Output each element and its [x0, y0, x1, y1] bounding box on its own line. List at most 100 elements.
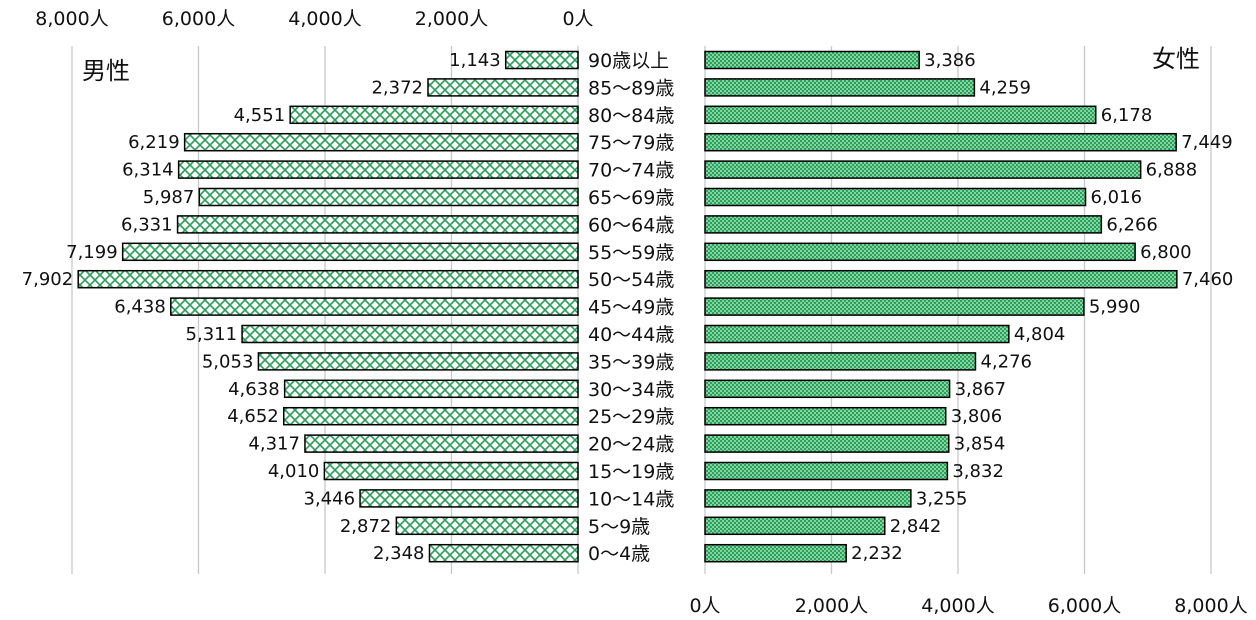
- age-group-label: 50～54歳: [588, 269, 674, 291]
- female-value-label: 6,266: [1106, 214, 1158, 235]
- female-bar: [704, 489, 912, 508]
- age-group-label: 70～74歳: [588, 160, 674, 182]
- male-value-label: 2,872: [340, 516, 392, 537]
- female-bar: [704, 297, 1085, 316]
- male-bar: [176, 215, 579, 234]
- age-group-label: 35～39歳: [588, 351, 674, 373]
- male-value-label: 6,331: [121, 214, 173, 235]
- female-bar: [704, 461, 949, 481]
- male-bar: [177, 160, 579, 179]
- male-bar: [198, 187, 579, 207]
- female-series-label: 女性: [1152, 45, 1200, 73]
- male-value-label: 2,372: [371, 77, 423, 98]
- female-bar: [704, 215, 1103, 234]
- female-bar: [704, 132, 1177, 152]
- female-bar: [704, 516, 886, 536]
- right-axis-tick-label: 8,000人: [1174, 595, 1247, 617]
- left-axis-tick-label: 4,000人: [288, 8, 361, 30]
- right-axis-tick-label: 4,000人: [921, 595, 994, 617]
- male-bar: [323, 461, 579, 481]
- male-value-label: 4,317: [248, 434, 300, 455]
- female-value-label: 7,460: [1182, 269, 1234, 290]
- male-value-label: 7,902: [22, 269, 74, 290]
- female-value-label: 6,016: [1091, 187, 1143, 208]
- female-value-label: 4,276: [980, 351, 1032, 372]
- male-bar: [428, 543, 579, 563]
- female-value-label: 2,232: [851, 543, 903, 564]
- male-value-label: 5,311: [186, 324, 238, 345]
- male-bar: [427, 78, 579, 97]
- age-group-label: 45～49歳: [588, 297, 674, 319]
- male-bar: [121, 242, 579, 262]
- right-axis-tick-label: 2,000人: [795, 595, 868, 617]
- male-bar: [395, 516, 579, 536]
- age-group-label: 75～79歳: [588, 132, 674, 154]
- female-value-label: 3,867: [955, 379, 1007, 400]
- female-value-label: 5,990: [1089, 297, 1141, 318]
- female-value-label: 3,806: [951, 406, 1003, 427]
- male-value-label: 6,314: [122, 160, 174, 181]
- age-group-label: 85～89歳: [588, 77, 674, 99]
- female-bar: [704, 406, 947, 426]
- male-value-label: 6,219: [128, 132, 180, 153]
- male-value-label: 7,199: [66, 242, 118, 263]
- male-value-label: 4,652: [227, 406, 279, 427]
- male-value-label: 3,446: [304, 488, 356, 509]
- female-value-label: 2,842: [890, 516, 942, 537]
- male-series-label: 男性: [82, 57, 130, 85]
- female-bar: [704, 269, 1178, 289]
- male-value-label: 4,010: [268, 461, 320, 482]
- male-bar: [283, 406, 579, 426]
- age-group-label: 15～19歳: [588, 461, 674, 483]
- male-value-label: 4,638: [228, 379, 280, 400]
- male-bar: [183, 132, 579, 152]
- male-bar: [170, 297, 579, 316]
- female-bar: [704, 242, 1136, 262]
- age-group-label: 5～9歳: [588, 516, 650, 538]
- female-bar: [704, 105, 1097, 125]
- age-group-label: 20～24歳: [588, 434, 674, 456]
- right-axis-tick-label: 0人: [689, 595, 720, 617]
- female-value-label: 7,449: [1181, 132, 1233, 153]
- male-bar: [283, 379, 579, 399]
- male-bar: [289, 105, 579, 125]
- left-axis-tick-label: 2,000人: [415, 8, 488, 30]
- male-value-label: 5,987: [143, 187, 195, 208]
- male-value-label: 4,551: [234, 105, 286, 126]
- female-bar: [704, 50, 920, 70]
- female-bar: [704, 434, 950, 453]
- male-bar: [257, 352, 579, 371]
- age-group-label: 60～64歳: [588, 214, 674, 236]
- female-bar: [704, 543, 847, 563]
- male-value-label: 6,438: [114, 297, 166, 318]
- female-value-label: 6,888: [1146, 160, 1198, 181]
- female-bar: [704, 352, 977, 371]
- male-bar: [504, 50, 579, 70]
- age-group-label: 55～59歳: [588, 242, 674, 264]
- female-bar: [704, 324, 1010, 344]
- age-group-label: 40～44歳: [588, 324, 674, 346]
- left-axis-tick-label: 6,000人: [162, 8, 235, 30]
- female-value-label: 4,259: [979, 77, 1031, 98]
- age-group-labels: 90歳以上 85～89歳 80～84歳 75～79歳 70～74歳 65～69歳 60～64…: [588, 50, 674, 565]
- male-value-label: 1,143: [449, 50, 501, 71]
- male-bar: [77, 269, 579, 289]
- female-bar: [704, 78, 976, 97]
- female-value-label: 4,804: [1014, 324, 1066, 345]
- female-value-label: 6,178: [1101, 105, 1153, 126]
- axis-tick-labels: 8,000人 6,000人 4,000人 2,000人 0人 0人 2,000人 4,000人…: [35, 8, 1247, 617]
- female-bar: [704, 187, 1087, 207]
- male-bar: [359, 489, 579, 508]
- female-bar: [704, 160, 1142, 179]
- age-group-label: 90歳以上: [588, 50, 669, 72]
- male-series: 1,143 2,372 4,551 6,219 6,314 5,987 6,3317,199…: [22, 50, 579, 564]
- male-bar: [241, 324, 579, 344]
- male-bar: [304, 434, 579, 453]
- left-axis-tick-label: 0人: [562, 8, 593, 30]
- age-group-label: 0～4歳: [588, 543, 650, 565]
- age-group-label: 65～69歳: [588, 187, 674, 209]
- left-axis-tick-label: 8,000人: [35, 8, 108, 30]
- age-group-label: 25～29歳: [588, 406, 674, 428]
